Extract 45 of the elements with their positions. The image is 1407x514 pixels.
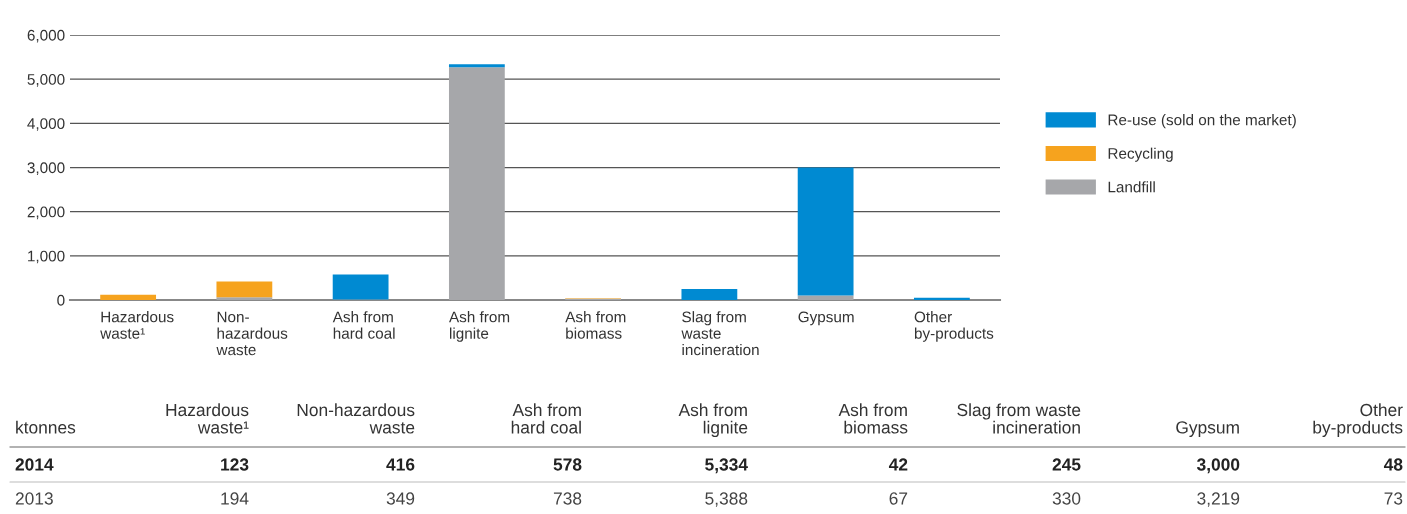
text: 3,219 xyxy=(1197,492,1240,507)
y-tick-label: 4,000 xyxy=(27,118,65,131)
category-label: Hazardous waste¹ xyxy=(166,403,249,434)
category-label: Slag from waste incineration xyxy=(957,403,1081,434)
text: 5,334 xyxy=(705,458,748,474)
text: 330 xyxy=(1052,492,1081,505)
text: 2013 xyxy=(15,492,53,505)
text: 42 xyxy=(888,458,908,471)
text: 3,000 xyxy=(1196,458,1240,474)
legend-label: Landfill xyxy=(1108,181,1155,193)
x-tick-label: Other by-products xyxy=(914,311,994,342)
text: 738 xyxy=(553,492,582,505)
text: 194 xyxy=(221,492,249,505)
legend-label: Recycling xyxy=(1108,147,1173,162)
category-label: Gypsum xyxy=(1176,421,1239,437)
text: 67 xyxy=(889,492,908,505)
text: 5,388 xyxy=(705,492,748,507)
x-tick-label: Slag from waste incineration xyxy=(681,311,759,356)
y-tick-label: 1,000 xyxy=(28,250,65,264)
text: 416 xyxy=(386,458,415,471)
x-tick-label: Hazardous waste¹ xyxy=(100,311,174,339)
text: 48 xyxy=(1383,458,1403,471)
x-tick-label: Ash from hard coal xyxy=(332,311,395,339)
category-label: Ash from lignite xyxy=(678,403,748,437)
y-tick-label: 6,000 xyxy=(27,29,65,43)
text: 245 xyxy=(1052,458,1081,471)
y-tick-label: 0 xyxy=(57,294,65,306)
text: ktonnes xyxy=(16,420,76,434)
y-tick-label: 5,000 xyxy=(27,74,65,87)
x-tick-label: Non- hazardous waste xyxy=(216,311,288,356)
x-tick-label: Ash from biomass xyxy=(565,311,626,339)
category-label: Non-hazardous waste xyxy=(297,403,415,434)
text: 73 xyxy=(1384,492,1403,505)
category-label: Ash from hard coal xyxy=(511,403,581,434)
y-tick-label: 3,000 xyxy=(27,162,65,175)
category-label: Ash from biomass xyxy=(838,403,908,434)
text: 349 xyxy=(386,492,415,505)
text: 578 xyxy=(553,458,582,471)
text: 123 xyxy=(221,458,249,471)
x-tick-label: Ash from lignite xyxy=(449,311,510,342)
y-tick-label: 2,000 xyxy=(27,206,65,220)
text: 2014 xyxy=(15,458,54,471)
category-label: Other by-products xyxy=(1313,403,1403,437)
legend-label: Re-use (sold on the market) xyxy=(1108,114,1296,129)
x-tick-label: Gypsum xyxy=(798,311,854,326)
